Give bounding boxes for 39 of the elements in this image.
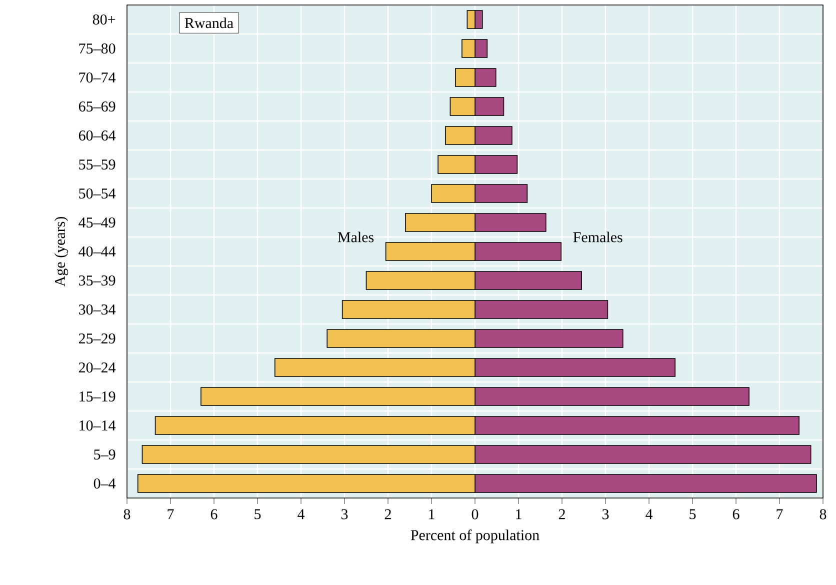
- y-tick-label: 25–29: [78, 333, 116, 344]
- y-tick-label: 80+: [92, 14, 116, 25]
- annotation: Rwanda: [184, 18, 234, 28]
- x-tick-label: 6: [210, 509, 218, 520]
- x-tick-label: 1: [516, 509, 522, 520]
- y-tick-label: 15–19: [80, 391, 116, 402]
- y-tick-label: 5–9: [94, 449, 116, 460]
- y-tick-label: 45–49: [78, 217, 116, 228]
- y-tick-label: 0–4: [94, 478, 116, 489]
- x-axis-title: Percent of population: [410, 530, 540, 544]
- x-tick-label: 7: [168, 509, 174, 520]
- y-tick-label: 20–24: [78, 362, 116, 373]
- series-label: Males: [338, 232, 374, 242]
- y-tick-label: 55–59: [79, 159, 116, 170]
- series-label: Females: [573, 232, 622, 242]
- y-tick-label: 75–80: [79, 43, 116, 54]
- x-tick-label: 8: [124, 509, 130, 520]
- x-tick-label: 5: [690, 509, 696, 520]
- x-tick-label: 0: [472, 509, 478, 520]
- y-tick-label: 70–74: [79, 72, 116, 83]
- x-tick-label: 4: [646, 509, 653, 520]
- x-tick-label: 3: [602, 509, 609, 520]
- x-tick-label: 4: [298, 509, 305, 520]
- y-axis-title: Age (years): [54, 216, 68, 287]
- y-tick-label: 60–64: [78, 130, 116, 141]
- x-tick-label: 5: [254, 509, 261, 520]
- x-tick-label: 1: [429, 509, 434, 520]
- x-tick-label: 6: [732, 509, 740, 520]
- y-tick-label: 50–54: [79, 188, 116, 199]
- y-tick-label: 10–14: [80, 420, 116, 431]
- x-tick-label: 2: [384, 509, 391, 520]
- y-tick-label: 35–39: [79, 275, 116, 286]
- x-tick-label: 3: [341, 509, 348, 520]
- y-tick-label: 65–69: [78, 101, 116, 112]
- x-tick-label: 7: [776, 509, 783, 520]
- y-tick-label: 40–44: [78, 246, 116, 257]
- x-tick-label: 8: [820, 509, 826, 520]
- x-tick-label: 2: [558, 509, 565, 520]
- y-tick-label: 30–34: [79, 304, 116, 315]
